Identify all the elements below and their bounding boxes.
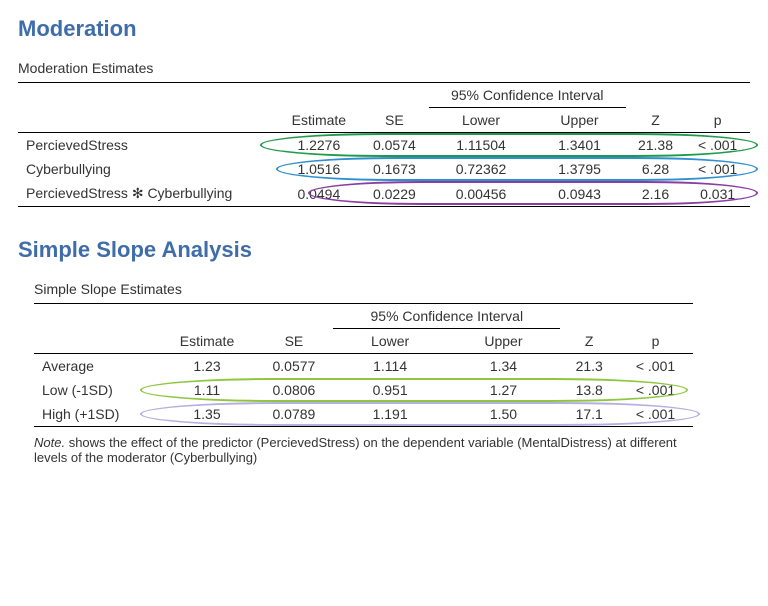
ci-header: 95% Confidence Interval xyxy=(333,304,560,329)
col-estimate: Estimate xyxy=(160,329,255,354)
cell: 0.951 xyxy=(333,378,446,402)
note-prefix: Note. xyxy=(34,435,65,450)
cell: 1.11504 xyxy=(429,133,534,158)
col-z: Z xyxy=(626,108,686,133)
row-label: Low (-1SD) xyxy=(34,378,160,402)
col-se: SE xyxy=(360,108,429,133)
cell: 1.23 xyxy=(160,354,255,379)
cell: 17.1 xyxy=(560,402,618,427)
cell: 1.2276 xyxy=(278,133,360,158)
cell: 1.50 xyxy=(447,402,560,427)
moderation-table-title: Moderation Estimates xyxy=(18,60,750,76)
slope-table-title: Simple Slope Estimates xyxy=(34,281,750,297)
row-label: PercievedStress xyxy=(18,133,278,158)
cell: 0.00456 xyxy=(429,181,534,207)
slope-table-wrap: Simple Slope Estimates 95% Confidence In… xyxy=(18,281,750,465)
cell: 0.1673 xyxy=(360,157,429,181)
cell: 1.35 xyxy=(160,402,255,427)
cell: 0.0229 xyxy=(360,181,429,207)
table-row: Cyberbullying 1.0516 0.1673 0.72362 1.37… xyxy=(18,157,750,181)
cell: 1.11 xyxy=(160,378,255,402)
cell: 0.72362 xyxy=(429,157,534,181)
row-label: PercievedStress ✻ Cyberbullying xyxy=(18,181,278,207)
cell: < .001 xyxy=(685,157,750,181)
col-upper: Upper xyxy=(533,108,625,133)
slope-heading: Simple Slope Analysis xyxy=(18,237,750,263)
table-row: Average 1.23 0.0577 1.114 1.34 21.3 < .0… xyxy=(34,354,693,379)
cell: 0.0574 xyxy=(360,133,429,158)
col-upper: Upper xyxy=(447,329,560,354)
cell: 1.3401 xyxy=(533,133,625,158)
table-row: High (+1SD) 1.35 0.0789 1.191 1.50 17.1 … xyxy=(34,402,693,427)
cell: 13.8 xyxy=(560,378,618,402)
note-text: shows the effect of the predictor (Perci… xyxy=(34,435,677,465)
col-p: p xyxy=(618,329,692,354)
col-estimate: Estimate xyxy=(278,108,360,133)
moderation-heading: Moderation xyxy=(18,16,750,42)
cell: < .001 xyxy=(685,133,750,158)
cell: < .001 xyxy=(618,354,692,379)
cell: 0.0494 xyxy=(278,181,360,207)
col-p: p xyxy=(685,108,750,133)
row-label: Average xyxy=(34,354,160,379)
col-z: Z xyxy=(560,329,618,354)
moderation-table-wrap: Moderation Estimates 95% Confidence Inte… xyxy=(18,60,750,207)
cell: < .001 xyxy=(618,378,692,402)
cell: 1.114 xyxy=(333,354,446,379)
row-label: Cyberbullying xyxy=(18,157,278,181)
cell: 21.38 xyxy=(626,133,686,158)
cell: 6.28 xyxy=(626,157,686,181)
cell: 1.3795 xyxy=(533,157,625,181)
cell: 0.031 xyxy=(685,181,750,207)
slope-table: 95% Confidence Interval Estimate SE Lowe… xyxy=(34,303,693,427)
cell: 21.3 xyxy=(560,354,618,379)
col-lower: Lower xyxy=(429,108,534,133)
ci-header: 95% Confidence Interval xyxy=(429,83,626,108)
cell: 0.0577 xyxy=(254,354,333,379)
cell: 0.0943 xyxy=(533,181,625,207)
cell: < .001 xyxy=(618,402,692,427)
cell: 1.0516 xyxy=(278,157,360,181)
cell: 2.16 xyxy=(626,181,686,207)
cell: 1.34 xyxy=(447,354,560,379)
table-row: Low (-1SD) 1.11 0.0806 0.951 1.27 13.8 <… xyxy=(34,378,693,402)
cell: 1.191 xyxy=(333,402,446,427)
col-lower: Lower xyxy=(333,329,446,354)
cell: 1.27 xyxy=(447,378,560,402)
row-label: High (+1SD) xyxy=(34,402,160,427)
col-se: SE xyxy=(254,329,333,354)
moderation-table: 95% Confidence Interval Estimate SE Lowe… xyxy=(18,82,750,207)
slope-note: Note. shows the effect of the predictor … xyxy=(34,435,693,465)
cell: 0.0806 xyxy=(254,378,333,402)
table-row: PercievedStress ✻ Cyberbullying 0.0494 0… xyxy=(18,181,750,207)
table-row: PercievedStress 1.2276 0.0574 1.11504 1.… xyxy=(18,133,750,158)
cell: 0.0789 xyxy=(254,402,333,427)
